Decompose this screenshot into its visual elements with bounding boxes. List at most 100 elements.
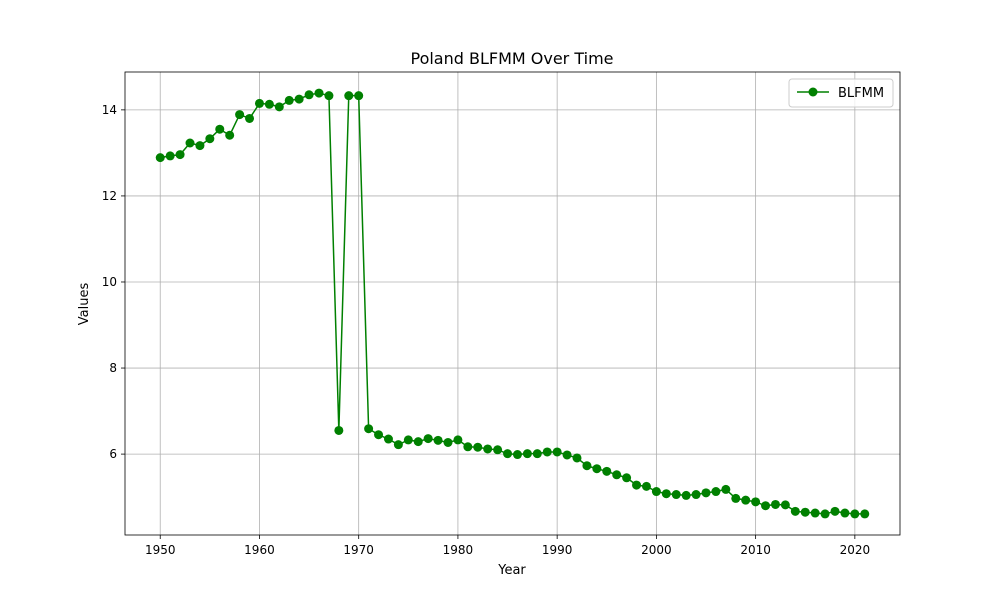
data-point	[245, 113, 255, 123]
data-point	[403, 435, 413, 445]
data-point	[761, 501, 771, 511]
data-point	[562, 450, 572, 460]
y-tick-label: 6	[109, 447, 117, 461]
data-point	[463, 442, 473, 452]
y-axis-label: Values	[77, 283, 92, 326]
data-point	[711, 487, 721, 497]
x-tick-label: 1960	[244, 543, 275, 557]
data-point	[383, 434, 393, 444]
data-point	[691, 490, 701, 500]
data-point	[860, 509, 870, 519]
x-tick-label: 1950	[145, 543, 176, 557]
x-tick-label: 1970	[343, 543, 374, 557]
data-point	[661, 489, 671, 499]
data-point	[552, 447, 562, 457]
data-point	[671, 490, 681, 500]
data-point	[820, 509, 830, 519]
data-point	[264, 99, 274, 109]
data-point	[582, 461, 592, 471]
data-point	[840, 508, 850, 518]
x-axis-label: Year	[497, 563, 526, 578]
data-point	[185, 138, 195, 148]
data-point	[622, 473, 632, 483]
data-point	[165, 151, 175, 161]
y-tick-label: 8	[109, 361, 117, 375]
series-layer	[155, 88, 870, 519]
plot-area-border	[124, 71, 901, 536]
chart-title: Poland BLFMM Over Time	[410, 49, 613, 68]
data-point	[592, 464, 602, 474]
legend-marker-swatch	[808, 87, 818, 97]
data-point	[731, 493, 741, 503]
data-point	[423, 434, 433, 444]
data-point	[274, 102, 284, 112]
data-point	[721, 484, 731, 494]
data-point	[284, 95, 294, 105]
data-point	[393, 440, 403, 450]
data-point	[503, 449, 513, 459]
data-point	[493, 445, 503, 455]
data-point	[314, 88, 324, 98]
data-point	[572, 453, 582, 463]
data-point	[741, 495, 751, 505]
x-tick-label: 1980	[443, 543, 474, 557]
data-point	[632, 480, 642, 490]
data-point	[780, 500, 790, 510]
data-point	[175, 150, 185, 160]
legend-label: BLFMM	[838, 86, 884, 101]
data-point	[215, 124, 225, 134]
data-point	[850, 509, 860, 519]
data-point	[532, 449, 542, 459]
x-tick-label: 2020	[840, 543, 871, 557]
data-point	[800, 507, 810, 517]
data-point	[155, 153, 165, 163]
data-point	[483, 444, 493, 454]
data-point	[602, 466, 612, 476]
data-point	[790, 506, 800, 516]
y-tick-label: 12	[102, 189, 117, 203]
data-point	[681, 490, 691, 500]
data-point	[651, 487, 661, 497]
y-tick-label: 10	[102, 275, 117, 289]
data-point	[334, 425, 344, 435]
data-point	[810, 508, 820, 518]
data-point	[522, 449, 532, 459]
data-point	[294, 94, 304, 104]
data-point	[542, 447, 552, 457]
data-point	[205, 134, 215, 144]
data-point	[364, 424, 374, 434]
series-line	[160, 92, 865, 515]
data-point	[304, 90, 314, 100]
axis-ticks: 1950 1960 1970 1980 1990 2000 2010 2020 6 8 10 12 14	[102, 103, 870, 557]
data-point	[443, 437, 453, 447]
x-tick-label: 2010	[740, 543, 771, 557]
data-point	[751, 497, 761, 507]
data-point	[344, 91, 354, 101]
data-point	[235, 110, 245, 120]
data-point	[512, 450, 522, 460]
data-point	[770, 499, 780, 509]
data-point	[195, 141, 205, 151]
data-point	[641, 481, 651, 491]
legend: BLFMM	[788, 78, 894, 108]
axes-frame	[124, 71, 901, 536]
x-tick-label: 2000	[641, 543, 672, 557]
x-tick-label: 1990	[542, 543, 573, 557]
data-point	[612, 470, 622, 480]
data-point	[374, 430, 384, 440]
data-point	[254, 98, 264, 108]
data-point	[354, 91, 364, 101]
data-point	[225, 130, 235, 140]
data-point	[453, 435, 463, 445]
data-point	[701, 488, 711, 498]
data-point	[830, 506, 840, 516]
data-point	[473, 442, 483, 452]
data-point	[324, 91, 334, 101]
y-tick-label: 14	[102, 103, 117, 117]
data-point	[433, 435, 443, 445]
data-point	[413, 437, 423, 447]
grid-lines	[125, 72, 900, 535]
legend-box	[788, 78, 894, 108]
